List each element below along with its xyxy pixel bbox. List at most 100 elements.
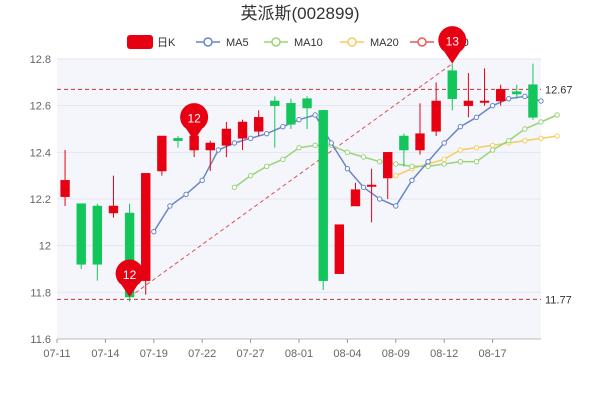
x-tick-label: 08-09 bbox=[382, 348, 410, 360]
markers[interactable]: 12 12 13 bbox=[115, 26, 467, 297]
ma5-line-point bbox=[344, 165, 351, 172]
ma5-line-point bbox=[183, 191, 189, 198]
legend[interactable]: 日KMA5MA10MA20MA30 bbox=[127, 35, 469, 49]
x-tick-label: 08-17 bbox=[479, 348, 507, 360]
candle bbox=[512, 84, 522, 99]
ma10-line-point bbox=[441, 161, 447, 167]
ma5-line-point bbox=[328, 140, 334, 146]
price-marker[interactable]: 12 bbox=[180, 103, 209, 141]
ma10-line-point bbox=[489, 147, 496, 153]
candle-body bbox=[141, 173, 151, 281]
ma5-line-point bbox=[376, 196, 383, 202]
candle-body bbox=[479, 100, 490, 103]
trend-line bbox=[129, 63, 453, 298]
ma10-line-point bbox=[393, 161, 399, 167]
candle-body bbox=[366, 184, 377, 187]
candle bbox=[383, 152, 393, 199]
candle-body bbox=[318, 110, 328, 281]
candle-body bbox=[350, 189, 361, 207]
candle bbox=[76, 203, 86, 269]
price-marker[interactable]: 13 bbox=[438, 26, 467, 64]
ma5-line-point bbox=[522, 93, 528, 100]
candle-body bbox=[383, 152, 393, 179]
candle bbox=[302, 96, 312, 129]
candle-body bbox=[447, 70, 457, 99]
x-tick-label: 07-11 bbox=[43, 348, 70, 360]
ma10-line-point bbox=[425, 163, 431, 170]
ma5-line-point bbox=[538, 98, 544, 104]
legend-item-ma10[interactable]: MA10 bbox=[264, 37, 323, 49]
candle bbox=[399, 133, 409, 167]
ma20-line-point bbox=[554, 133, 560, 139]
y-tick-label: 12.8 bbox=[30, 54, 51, 66]
ma5-line-point bbox=[489, 102, 496, 109]
y-tick-label: 12.4 bbox=[30, 147, 51, 159]
y-tick-label: 12.2 bbox=[30, 194, 51, 206]
ma5-line-point bbox=[215, 147, 222, 153]
legend-swatch bbox=[127, 35, 153, 49]
ma5-line-point bbox=[312, 112, 318, 118]
candle bbox=[334, 224, 345, 274]
ma20-line-point bbox=[393, 172, 399, 179]
marker-pin bbox=[438, 26, 467, 64]
candle-body bbox=[205, 142, 215, 151]
marker-label: 12 bbox=[187, 112, 201, 126]
ma5-line-point bbox=[393, 203, 399, 209]
legend-swatch-dot bbox=[271, 37, 281, 47]
x-tick-label: 08-04 bbox=[333, 348, 361, 360]
moving-average-lines bbox=[151, 93, 560, 235]
price-marker[interactable]: 12 bbox=[115, 259, 144, 297]
ma20-line-point bbox=[473, 144, 480, 151]
marker-label: 12 bbox=[123, 268, 137, 282]
x-tick-label: 07-19 bbox=[140, 348, 168, 360]
ma5-line-point bbox=[473, 114, 480, 121]
candle bbox=[431, 82, 441, 136]
legend-item-日k[interactable]: 日K bbox=[127, 35, 176, 49]
ma20-line-point bbox=[538, 135, 544, 142]
chart-title: 英派斯(002899) bbox=[240, 4, 359, 23]
ma20-line-point bbox=[457, 147, 464, 153]
x-tick-label: 08-12 bbox=[430, 348, 458, 360]
ma10-line-point bbox=[457, 158, 464, 165]
legend-label: MA5 bbox=[226, 37, 249, 49]
candle-body bbox=[512, 91, 522, 95]
marker-label: 13 bbox=[446, 35, 460, 49]
candle bbox=[318, 110, 328, 290]
ma10-line-point bbox=[344, 149, 351, 156]
candle bbox=[366, 168, 377, 223]
y-tick-label: 11.6 bbox=[30, 334, 51, 346]
x-tick-label: 08-01 bbox=[285, 348, 313, 360]
candle bbox=[173, 136, 183, 148]
legend-label: 日K bbox=[157, 37, 176, 49]
ma5-line-point bbox=[167, 203, 173, 209]
candle bbox=[253, 110, 264, 136]
candle-body bbox=[253, 117, 264, 132]
x-axis: 07-11 07-14 07-19 07-22 07-27 08-01 08-04 08-09… bbox=[43, 339, 507, 360]
candle-body bbox=[302, 98, 312, 109]
ma10-line-point bbox=[312, 142, 318, 149]
trend-line-segment bbox=[129, 63, 453, 298]
ma10-line-point bbox=[296, 144, 302, 151]
candle-body bbox=[528, 84, 538, 118]
ma5-line-point bbox=[264, 130, 270, 137]
candle bbox=[92, 203, 103, 281]
candle-body bbox=[108, 205, 119, 214]
ma10-line-point bbox=[554, 112, 560, 118]
candle-body bbox=[399, 135, 409, 151]
legend-label: MA10 bbox=[294, 37, 323, 49]
candle bbox=[141, 173, 151, 295]
ma5-line-point bbox=[425, 158, 431, 165]
candle-body bbox=[157, 135, 167, 172]
legend-item-ma5[interactable]: MA5 bbox=[196, 37, 249, 49]
ma5-line-point bbox=[296, 116, 302, 123]
candle bbox=[495, 84, 506, 106]
candle bbox=[463, 73, 474, 118]
ma5-line-point bbox=[506, 95, 512, 102]
legend-swatch-dot bbox=[347, 37, 357, 47]
legend-item-ma20[interactable]: MA20 bbox=[340, 37, 399, 49]
candle bbox=[528, 63, 538, 120]
legend-swatch-dot bbox=[417, 37, 427, 47]
legend-swatch-dot bbox=[203, 37, 213, 47]
candle bbox=[270, 96, 280, 148]
ma5-line-point bbox=[199, 177, 205, 184]
